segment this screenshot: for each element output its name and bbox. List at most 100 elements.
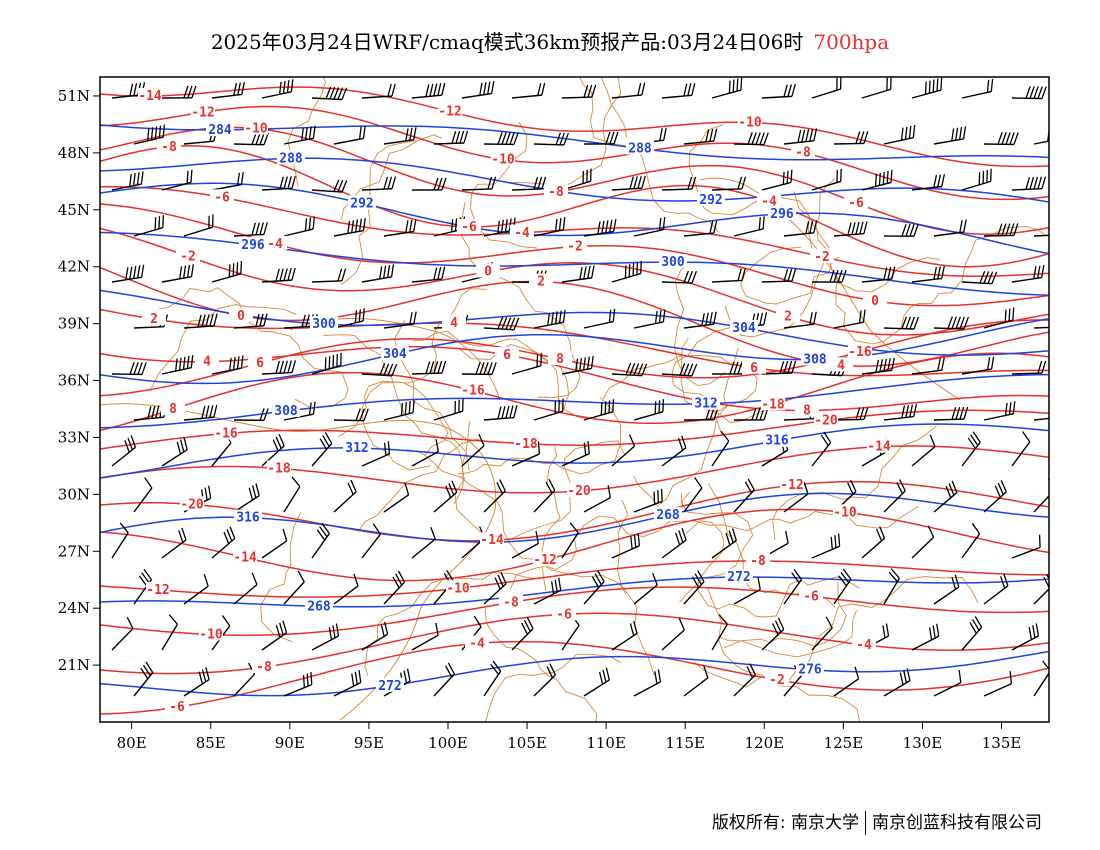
lon-label: 105E [507, 734, 547, 752]
barb-staff [383, 494, 409, 513]
barb-feather [909, 404, 914, 418]
wind-barb [1033, 571, 1049, 605]
barb-feather [329, 86, 336, 100]
wind-barb [611, 621, 638, 651]
temperature-label: 8 [169, 402, 177, 417]
barb-feather [201, 314, 206, 327]
barb-feather [951, 407, 957, 420]
barb-staff [161, 623, 179, 651]
wind-barb [433, 130, 469, 145]
wind-barb [911, 173, 946, 191]
wind-barb [611, 175, 646, 191]
barb-feather [878, 172, 881, 186]
wind-barb [733, 663, 756, 697]
barb-feather [358, 126, 362, 140]
barb-feather [637, 363, 644, 376]
label-bg [867, 438, 891, 453]
temperature-isotherm [100, 203, 1049, 307]
barb-staff [383, 230, 414, 237]
barb-staff [683, 323, 714, 329]
barb-feather [885, 623, 890, 637]
wind-barb [383, 311, 417, 329]
barb-feather [162, 215, 165, 228]
temperature-label: -6 [556, 607, 572, 622]
barb-feather [709, 128, 714, 142]
barb-feather [1053, 127, 1059, 140]
barb-feather [691, 576, 700, 588]
barb-feather [325, 86, 332, 99]
barb-staff [233, 495, 260, 513]
label-bg [768, 205, 796, 220]
barb-staff [711, 440, 730, 467]
wind-barb [661, 527, 687, 559]
barb-staff [833, 418, 865, 421]
barb-staff [183, 325, 214, 329]
temperature-label: -18 [514, 437, 538, 452]
barb-staff [933, 492, 958, 513]
barb-feather [337, 268, 343, 282]
wind-barb [661, 176, 697, 191]
barb-feather [404, 401, 407, 415]
barb-staff [133, 136, 164, 145]
temperature-label: -10 [199, 628, 223, 643]
height-label: 272 [727, 570, 750, 585]
barb-feather [962, 126, 967, 139]
lat-label: 24N [58, 599, 90, 617]
barb-feather [809, 220, 814, 234]
barb-feather [654, 401, 657, 415]
barb-staff [611, 632, 638, 651]
lon-label: 135E [982, 734, 1022, 752]
barb-feather [175, 358, 178, 372]
barb-staff [261, 632, 287, 651]
barb-feather [1008, 402, 1012, 415]
label-bg [157, 138, 181, 153]
barb-staff [561, 96, 593, 99]
barb-feather [755, 132, 761, 145]
wind-barb [561, 440, 590, 467]
barb-feather [162, 124, 166, 138]
barb-feather [1059, 223, 1064, 235]
barb-feather [705, 312, 709, 326]
wind-barb [883, 316, 919, 330]
barb-feather [1037, 86, 1043, 99]
barb-feather [209, 405, 214, 418]
barb-feather [1004, 402, 1008, 416]
barb-feather [279, 360, 285, 374]
barb-feather [205, 314, 210, 327]
temperature-label: -2 [769, 673, 785, 688]
wind-barb [211, 81, 245, 99]
barb-feather [546, 666, 554, 679]
wind-barb [411, 360, 447, 375]
barb-staff [983, 319, 1014, 329]
temperature-label: -12 [438, 105, 461, 120]
barb-feather [888, 571, 898, 583]
barb-feather [741, 268, 746, 281]
barb-feather [155, 405, 160, 419]
wind-barb [361, 523, 381, 559]
wind-barb [261, 175, 296, 191]
barb-feather [275, 436, 282, 449]
barb-feather [497, 406, 502, 420]
barb-feather [133, 362, 139, 375]
barb-feather [146, 128, 150, 141]
barb-feather [248, 487, 254, 501]
barb-feather [491, 362, 497, 375]
temperature-label: -8 [795, 146, 811, 161]
barb-feather [732, 79, 735, 93]
wind-barb [533, 398, 564, 421]
barb-feather [978, 172, 981, 185]
wind-barb [961, 271, 998, 285]
barb-staff [483, 416, 514, 421]
barb-feather [455, 130, 461, 144]
barb-staff [811, 442, 832, 467]
barb-feather [587, 440, 590, 454]
label-bg [529, 273, 553, 288]
wind-barb [683, 570, 705, 605]
barb-feather [479, 362, 485, 375]
barb-staff [333, 137, 364, 145]
barb-feather [625, 362, 632, 376]
barb-staff [383, 139, 414, 145]
barb-feather [240, 355, 244, 369]
barb-staff [511, 453, 540, 467]
barb-staff [211, 183, 242, 191]
